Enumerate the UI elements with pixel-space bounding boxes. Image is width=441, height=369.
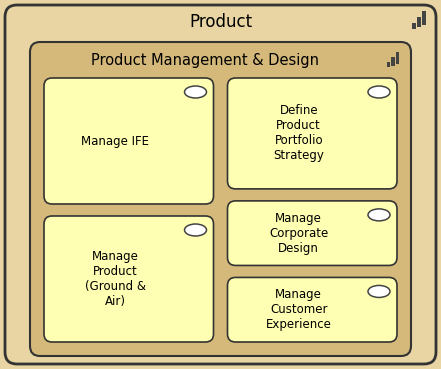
Bar — [422, 11, 426, 25]
FancyBboxPatch shape — [30, 42, 411, 356]
Text: Manage
Corporate
Design: Manage Corporate Design — [269, 212, 328, 255]
Text: Product: Product — [189, 13, 252, 31]
Bar — [412, 23, 416, 29]
FancyBboxPatch shape — [228, 201, 397, 265]
FancyBboxPatch shape — [228, 277, 397, 342]
FancyBboxPatch shape — [228, 78, 397, 189]
Bar — [417, 17, 421, 27]
Text: Manage
Product
(Ground &
Air): Manage Product (Ground & Air) — [85, 250, 146, 308]
FancyBboxPatch shape — [44, 78, 213, 204]
FancyBboxPatch shape — [44, 216, 213, 342]
Bar — [396, 52, 399, 64]
Ellipse shape — [368, 86, 390, 98]
FancyBboxPatch shape — [5, 5, 436, 364]
Ellipse shape — [184, 86, 206, 98]
Bar — [391, 58, 395, 66]
Ellipse shape — [368, 209, 390, 221]
Text: Define
Product
Portfolio
Strategy: Define Product Portfolio Strategy — [273, 104, 324, 162]
Text: Manage
Customer
Experience: Manage Customer Experience — [266, 288, 332, 331]
Text: Product Management & Design: Product Management & Design — [91, 52, 319, 68]
Text: Manage IFE: Manage IFE — [81, 134, 149, 148]
Ellipse shape — [184, 224, 206, 236]
Ellipse shape — [368, 286, 390, 297]
Bar — [387, 62, 390, 67]
